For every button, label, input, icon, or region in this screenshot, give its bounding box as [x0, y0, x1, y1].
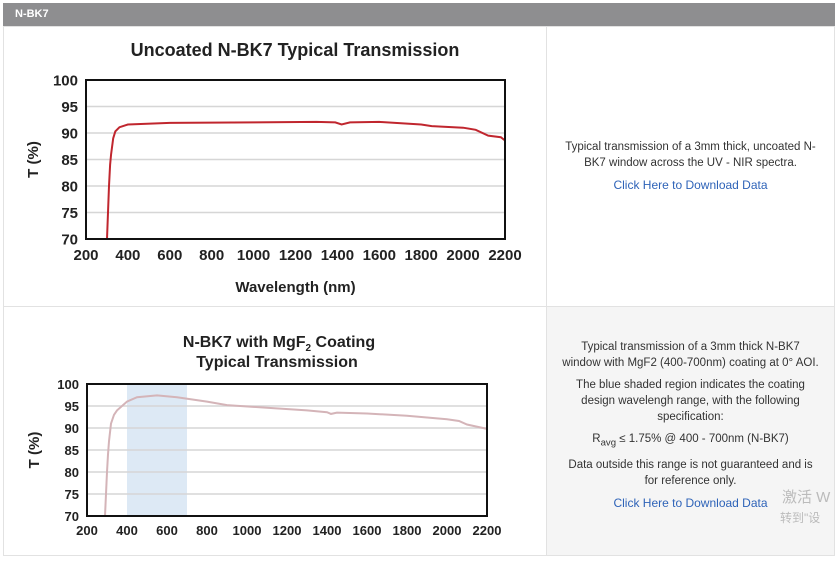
- x-tick-label: 1400: [321, 247, 354, 264]
- x-tick-label: 2200: [488, 247, 521, 264]
- chart-mgf2: 70 75 80 85 90 95 100 200 400 600 800 1000 1200 1400 1…: [26, 334, 502, 538]
- watermark-line1: 激活 W: [782, 489, 831, 506]
- y-tick-label: 85: [65, 443, 79, 458]
- x-tick-label: 200: [76, 523, 98, 538]
- y-tick-label: 90: [65, 421, 79, 436]
- x-tick-label: 1600: [353, 523, 382, 538]
- plot-frame: [86, 383, 488, 517]
- x-tick-label: 600: [156, 523, 178, 538]
- y-tick-label: 95: [61, 99, 78, 116]
- x-tick-label: 800: [196, 523, 218, 538]
- chart-title-part: 2: [306, 343, 312, 354]
- x-tick-label: 1600: [363, 247, 396, 264]
- y-tick-label: 95: [65, 399, 79, 414]
- chart-title: Uncoated N-BK7 Typical Transmission: [131, 40, 460, 60]
- y-axis-label: T (%): [25, 141, 42, 178]
- y-tick-label: 100: [53, 73, 78, 90]
- description-text: Typical transmission of a 3mm thick N-BK…: [562, 341, 819, 369]
- x-tick-label: 600: [157, 247, 182, 264]
- x-axis-label: Wavelength (nm): [235, 279, 355, 296]
- x-tick-label: 1400: [313, 523, 342, 538]
- x-tick-label: 1000: [237, 247, 270, 264]
- spec-text: Ravg ≤ 1.75% @ 400 - 700nm (N-BK7): [592, 433, 789, 449]
- chart-title: N-BK7 with MgF2 Coating: [183, 334, 375, 354]
- chart-title-line2: Typical Transmission: [196, 354, 358, 371]
- description-cell-coated: Typical transmission of a 3mm thick N-BK…: [546, 306, 835, 556]
- description-text: Typical transmission of a 3mm thick, unc…: [565, 141, 816, 169]
- chart-title-part: Coating: [311, 334, 375, 351]
- y-tick-label: 80: [65, 465, 79, 480]
- x-tick-label: 200: [73, 247, 98, 264]
- plot-frame: [85, 79, 506, 240]
- y-tick-label: 80: [61, 179, 78, 196]
- y-tick-label: 75: [61, 205, 78, 222]
- x-tick-label: 400: [116, 523, 138, 538]
- x-tick-label: 1000: [233, 523, 262, 538]
- y-tick-label: 100: [57, 377, 79, 392]
- description-text: The blue shaded region indicates the coa…: [576, 379, 805, 423]
- y-tick-label: 85: [61, 152, 78, 169]
- chart-title-part: N-BK7 with MgF: [183, 334, 306, 351]
- watermark-line2: 转到"设: [780, 511, 821, 525]
- x-tick-label: 2200: [473, 523, 502, 538]
- y-tick-label: 70: [65, 509, 79, 524]
- x-tick-label: 2000: [433, 523, 462, 538]
- transmission-line: [104, 394, 488, 517]
- y-tick-label: 70: [61, 232, 78, 249]
- x-tick-label: 1200: [279, 247, 312, 264]
- description-cell-uncoated: Typical transmission of a 3mm thick, unc…: [546, 26, 835, 307]
- chart-uncoated: 70 75 80 85 90 95 100 200 400 600 800 1000 1200 1400 1…: [25, 40, 522, 296]
- note-text: Data outside this range is not guarantee…: [568, 459, 813, 488]
- chart-cell-uncoated: 70 75 80 85 90 95 100 200 400 600 800 1000 1200 1400 1…: [3, 26, 547, 307]
- y-axis-label: T (%): [26, 432, 43, 469]
- y-tick-label: 75: [65, 487, 79, 502]
- section-header: N-BK7: [3, 3, 835, 26]
- x-tick-label: 2000: [446, 247, 479, 264]
- chart-cell-coated: 70 75 80 85 90 95 100 200 400 600 800 1000 1200 1400 1…: [3, 306, 547, 556]
- x-tick-label: 400: [115, 247, 140, 264]
- x-tick-label: 1800: [393, 523, 422, 538]
- x-tick-label: 800: [199, 247, 224, 264]
- download-data-link[interactable]: Click Here to Download Data: [613, 178, 768, 192]
- x-tick-label: 1200: [273, 523, 302, 538]
- x-tick-label: 1800: [405, 247, 438, 264]
- y-tick-label: 90: [61, 126, 78, 143]
- transmission-line: [106, 120, 506, 240]
- download-data-link[interactable]: Click Here to Download Data: [613, 496, 768, 511]
